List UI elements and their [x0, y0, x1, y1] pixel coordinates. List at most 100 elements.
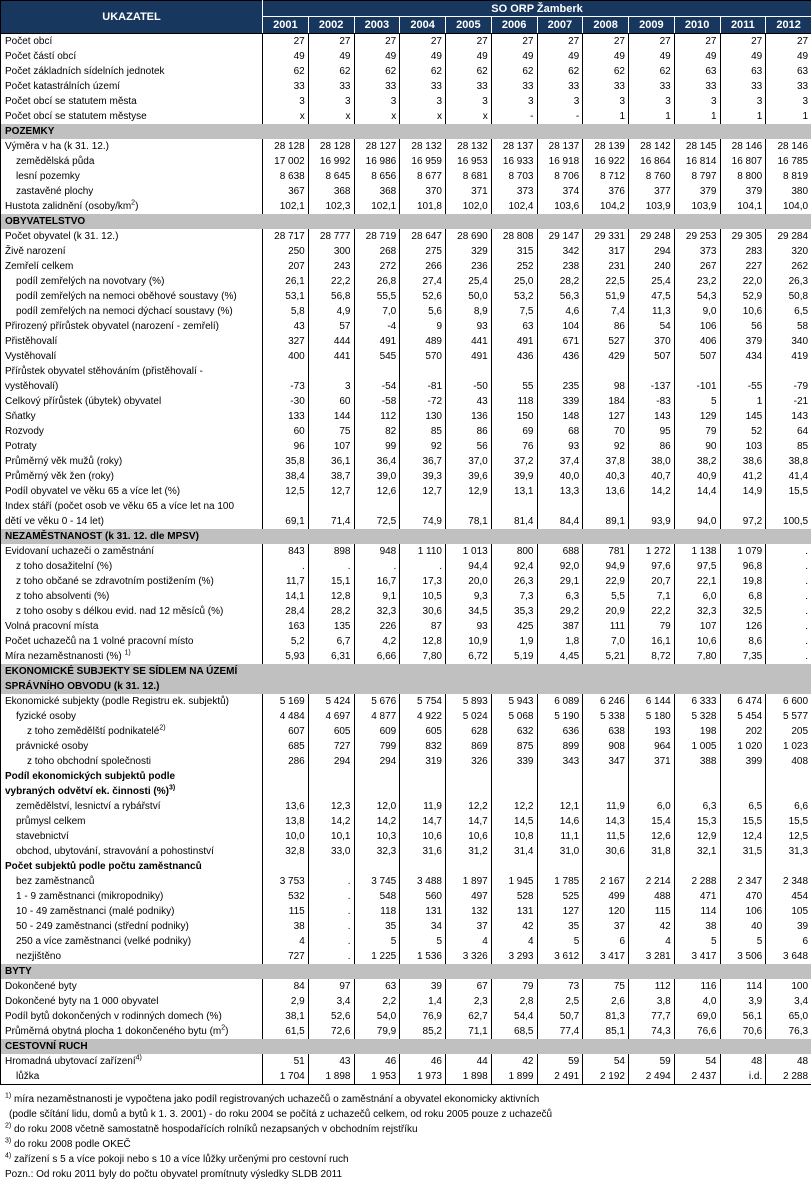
value-cell: 3: [628, 94, 675, 109]
value-cell: 112: [628, 979, 675, 994]
value-cell: 2 214: [628, 874, 675, 889]
footnote-marker: 2): [5, 1122, 12, 1130]
table-row: Celkový přírůstek (úbytek) obyvatel -30 60…: [1, 394, 811, 409]
value-cell: x: [445, 109, 492, 124]
value-cell: 12,0: [353, 799, 400, 814]
value-cell: 5 338: [582, 709, 629, 724]
value-cell: 62: [628, 64, 675, 79]
value-cell: 5 328: [673, 709, 720, 724]
value-cell: 43: [307, 1054, 354, 1069]
value-cell: 14,2: [628, 484, 675, 499]
section-row: POZEMKY: [0, 124, 811, 139]
value-cell: 9: [399, 319, 446, 334]
table-row: z toho osoby s délkou evid. nad 12 měsíc…: [1, 604, 811, 619]
value-cell: 97: [307, 979, 354, 994]
value-cell: 5 454: [719, 709, 766, 724]
value-cell: 38,4: [262, 469, 309, 484]
value-cell: 106: [673, 319, 720, 334]
value-cell: 28 142: [628, 139, 675, 154]
value-cell: 29 284: [765, 229, 811, 244]
value-cell: 499: [582, 889, 629, 904]
value-cell: 70,6: [719, 1024, 766, 1039]
value-cell: 30,6: [399, 604, 446, 619]
value-cell: 81,4: [490, 499, 537, 529]
row-label: Evidovaní uchazeči o zaměstnání: [5, 546, 154, 557]
value-cell: 7,35: [719, 649, 766, 664]
value-cell: 14,1: [262, 589, 309, 604]
row-label: lůžka: [16, 1071, 40, 1082]
table-row: Podíl bytů dokončených v rodinných domec…: [1, 1009, 811, 1024]
value-cell: 688: [536, 544, 583, 559]
value-cell: 76,3: [765, 1024, 811, 1039]
footnote-line: Pozn.: Od roku 2011 byly do počtu obyvat…: [5, 1169, 343, 1180]
value-cell: 51,9: [582, 289, 629, 304]
value-cell: 33: [353, 79, 400, 94]
year-header: 2009: [628, 16, 675, 34]
value-cell: 3,4: [765, 994, 811, 1009]
table-row: 50 - 249 zaměstnanci (střední podniky) 38…: [1, 919, 811, 934]
value-cell: 28,2: [307, 604, 354, 619]
table-title: SO ORP Žamberk: [262, 0, 811, 17]
row-label: podíl zemřelých na novotvary (%): [16, 276, 165, 287]
value-cell: 86: [445, 424, 492, 439]
value-cell: 11,7: [262, 574, 309, 589]
value-cell: 97,2: [719, 499, 766, 529]
value-cell: 2 348: [765, 874, 811, 889]
value-cell: 54,4: [490, 1009, 537, 1024]
value-cell: 5,93: [262, 649, 309, 664]
footnotes: 1) míra nezaměstnanosti je vypočtena jak…: [0, 1085, 811, 1182]
value-cell: 54,3: [673, 289, 720, 304]
value-cell: 73: [536, 979, 583, 994]
row-label: průmysl celkem: [16, 816, 86, 827]
value-cell: 373: [490, 184, 537, 199]
value-cell: 10,0: [262, 829, 309, 844]
value-cell: 17 002: [262, 154, 309, 169]
value-cell: 22,2: [307, 274, 354, 289]
value-cell: 68: [536, 424, 583, 439]
value-cell: 8,9: [445, 304, 492, 319]
value-cell: 1: [719, 394, 766, 409]
value-cell: 69: [490, 424, 537, 439]
value-cell: 205: [765, 724, 811, 739]
value-cell: 5 190: [536, 709, 583, 724]
value-cell: 7,0: [582, 634, 629, 649]
value-cell: 235: [536, 364, 583, 394]
value-cell: 93: [536, 439, 583, 454]
value-cell: 10,3: [353, 829, 400, 844]
value-cell: 6,66: [353, 649, 400, 664]
value-cell: 1: [628, 109, 675, 124]
value-cell: 6,7: [307, 634, 354, 649]
value-cell: 243: [307, 259, 354, 274]
value-cell: 55: [490, 364, 537, 394]
value-cell: 37,8: [582, 454, 629, 469]
value-cell: -55: [719, 364, 766, 394]
value-cell: 628: [445, 724, 492, 739]
value-cell: 16 933: [490, 154, 537, 169]
value-cell: 92: [399, 439, 446, 454]
value-cell: 29,2: [536, 604, 583, 619]
value-cell: 400: [262, 349, 309, 364]
table-row: Průměrná obytná plocha 1 dokončeného byt…: [1, 1024, 811, 1039]
value-cell: 5: [673, 394, 720, 409]
year-header: 2011: [719, 16, 766, 34]
value-cell: 6,3: [673, 799, 720, 814]
value-cell: 104,2: [582, 199, 629, 214]
value-cell: .: [765, 649, 811, 664]
value-cell: -54: [353, 364, 400, 394]
row-label: podíl zemřelých na nemoci oběhové sousta…: [16, 291, 237, 302]
value-cell: 15,1: [307, 574, 354, 589]
value-cell: 2,8: [490, 994, 537, 1009]
value-cell: 43: [445, 394, 492, 409]
value-cell: 1 138: [673, 544, 720, 559]
table-header: UKAZATEL SO ORP Žamberk 2001 2002 2003 2004…: [0, 0, 811, 34]
year-header: 2005: [445, 16, 492, 34]
value-cell: .: [262, 559, 309, 574]
value-cell: 104,0: [765, 199, 811, 214]
year-header: 2001: [262, 16, 309, 34]
value-cell: 5,6: [399, 304, 446, 319]
value-cell: 545: [353, 349, 400, 364]
row-label: z toho absolventi (%): [16, 591, 110, 602]
value-cell: 38,0: [628, 454, 675, 469]
value-cell: 899: [536, 739, 583, 754]
group-label: Počet subjektů podle počtu zaměstnanců: [5, 861, 202, 872]
